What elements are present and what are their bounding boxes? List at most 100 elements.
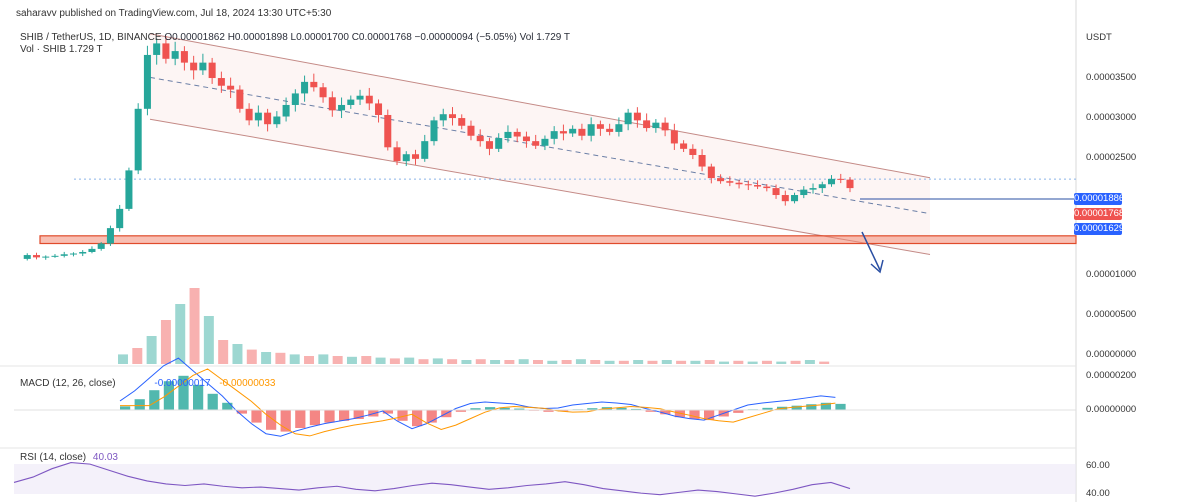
candle-body — [125, 170, 133, 209]
volume-bar — [518, 359, 529, 364]
candle-body — [624, 112, 632, 125]
candle-body — [273, 116, 281, 125]
macd-bar — [455, 410, 467, 412]
candle-body — [190, 62, 198, 71]
volume-bar — [575, 359, 586, 364]
candle-body — [448, 114, 457, 119]
candle-body — [504, 131, 512, 139]
macd-label[interactable]: MACD (12, 26, close) — [20, 378, 116, 389]
rsi-line — [13, 462, 851, 497]
macd-bar — [236, 410, 248, 414]
candle-body — [430, 120, 438, 142]
volume-bar — [733, 360, 744, 364]
candle-body — [42, 256, 50, 258]
candle-body — [134, 108, 142, 171]
candle-body — [69, 253, 77, 255]
candle-body — [559, 131, 567, 134]
candle-body — [319, 87, 327, 98]
volume-bar — [690, 360, 701, 364]
macd-tick: 0.00000000 — [1086, 404, 1137, 415]
candle-body — [827, 178, 836, 185]
volume-bar — [661, 360, 672, 364]
candle-body — [587, 124, 595, 136]
volume-legend: Vol · SHIB 1.729 T — [20, 44, 103, 55]
macd-bar — [134, 399, 145, 410]
candle-body — [643, 120, 651, 129]
support-zone — [39, 235, 1077, 245]
macd-bar — [397, 410, 408, 421]
candle-body — [236, 89, 244, 109]
volume-bar — [218, 340, 229, 364]
volume-bar — [547, 360, 558, 364]
symbol-label[interactable]: SHIB / TetherUS, 1D, BINANCE — [20, 32, 162, 43]
macd-bar — [309, 410, 321, 426]
candle-body — [217, 78, 225, 86]
channel-lower-line — [149, 118, 931, 255]
candle-body — [439, 114, 447, 121]
candle-body — [143, 54, 151, 109]
projection-arrowhead — [870, 259, 884, 274]
candle-body — [301, 81, 309, 94]
volume-bar — [146, 336, 157, 364]
macd-bar — [295, 410, 306, 428]
candle-body — [116, 208, 124, 229]
candle-body — [365, 95, 373, 104]
candle-body — [680, 143, 688, 149]
candle-body — [569, 128, 577, 134]
price-tag-high: 0.00001886 — [1074, 193, 1125, 205]
candle-body — [227, 85, 235, 90]
macd-bar — [543, 410, 554, 412]
macd-bar — [660, 410, 671, 415]
candle-body — [606, 128, 614, 132]
volume-bar — [232, 344, 243, 364]
axis-currency: USDT — [1086, 32, 1112, 43]
candle-body — [522, 136, 530, 142]
candle-body — [476, 135, 484, 142]
volume-bar — [160, 320, 171, 364]
candle-body — [60, 254, 68, 256]
volume-bar — [304, 356, 315, 364]
volume-bar — [261, 352, 272, 364]
candle-body — [837, 178, 845, 180]
channel-upper-line — [149, 33, 931, 179]
candle-body — [846, 179, 854, 189]
volume-bar — [533, 360, 543, 364]
macd-bar — [704, 410, 715, 421]
candle-body — [698, 155, 706, 167]
candle-body — [458, 118, 466, 126]
volume-bar — [704, 360, 715, 364]
macd-tick: 0.00000200 — [1086, 370, 1137, 381]
candle-body — [532, 141, 540, 146]
macd-bar — [558, 410, 569, 412]
volume-bar — [432, 358, 443, 364]
candle-body — [162, 43, 170, 59]
volume-bar — [404, 357, 415, 364]
candle-body — [88, 248, 96, 252]
candle-body — [51, 255, 59, 257]
volume-bar — [790, 360, 801, 364]
candle-body — [402, 154, 410, 162]
macd-bar — [645, 410, 656, 412]
published-line: saharavv published on TradingView.com, J… — [16, 8, 332, 19]
volume-bar — [504, 360, 515, 364]
macd-bar — [353, 410, 364, 419]
macd-signal-value: -0.00000033 — [219, 378, 276, 389]
candle-body — [310, 81, 318, 88]
volume-bar — [647, 360, 658, 364]
rsi-legend: RSI (14, close) 40.03 — [20, 452, 118, 463]
macd-line — [119, 357, 836, 437]
price-tag-last: 0.00001768 — [1074, 208, 1125, 220]
candle-body — [633, 112, 641, 121]
macd-bar — [222, 402, 233, 410]
candle-body — [596, 124, 604, 129]
price-tag-target: 0.00001629 — [1074, 223, 1125, 235]
candle-body — [171, 51, 179, 59]
candle-body — [393, 147, 401, 162]
candle-body — [328, 97, 336, 111]
rsi-tick: 60.00 — [1086, 460, 1110, 471]
candle-body — [97, 243, 105, 249]
rsi-label[interactable]: RSI (14, close) — [20, 452, 87, 463]
candle-body — [79, 251, 87, 254]
